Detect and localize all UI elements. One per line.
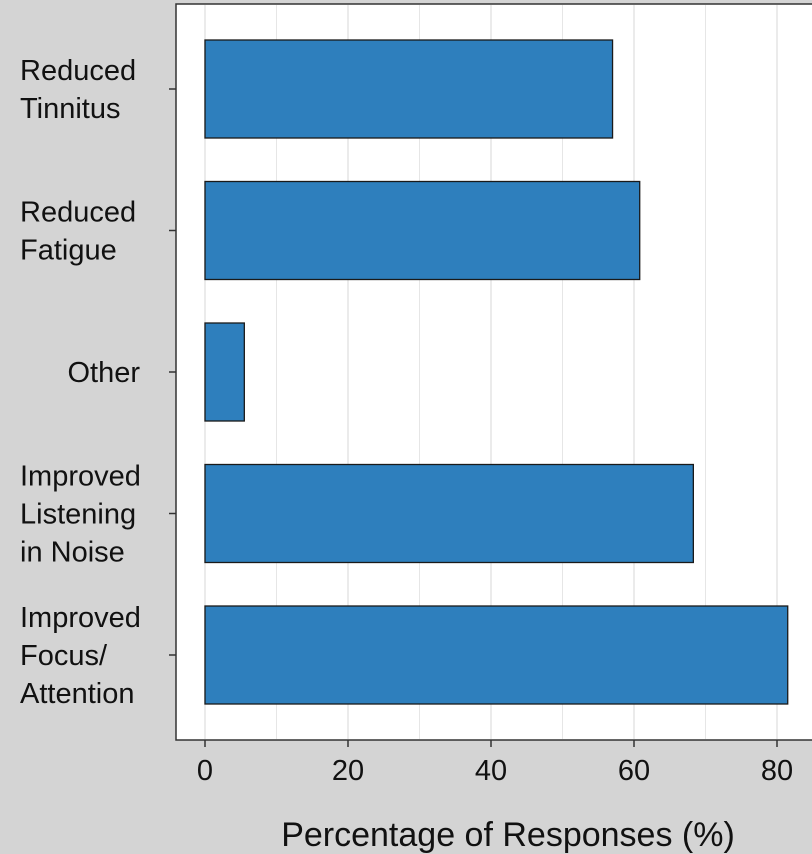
x-tick-label: 60 <box>618 755 650 787</box>
bar <box>204 180 641 281</box>
x-tick-label: 40 <box>475 755 507 787</box>
category-label-line: Other <box>67 357 140 389</box>
category-label-line: Focus/ <box>20 640 108 672</box>
category-label: Reduced Fatigue <box>20 197 136 267</box>
x-axis-title: Percentage of Responses (%) <box>281 816 735 854</box>
category-label-line: Improved <box>20 602 141 634</box>
y-axis-ticks: Reduced Tinnitus Reduced Fatigue Other Improv… <box>20 55 176 710</box>
bar <box>204 39 614 139</box>
x-tick-label: 0 <box>197 755 213 787</box>
category-label: Improved Listening in Noise <box>20 461 141 569</box>
x-axis-ticks: 0 20 40 60 80 <box>197 740 793 787</box>
category-label-line: Tinnitus <box>20 93 120 125</box>
category-label-line: Improved <box>20 461 141 493</box>
category-label-line: Fatigue <box>20 235 117 267</box>
category-label-line: Reduced <box>20 55 136 87</box>
category-label: Other <box>67 357 140 389</box>
bar <box>204 605 789 705</box>
category-label-line: Attention <box>20 678 134 710</box>
bar <box>204 463 694 564</box>
category-label: Improved Focus/Attention <box>20 602 141 710</box>
x-tick-label: 20 <box>332 755 364 787</box>
bars <box>204 39 789 705</box>
category-label-line: Listening <box>20 499 136 531</box>
x-tick-label: 80 <box>761 755 793 787</box>
category-label: Reduced Tinnitus <box>20 55 136 125</box>
category-label-line: Reduced <box>20 197 136 229</box>
category-label-line: in Noise <box>20 537 125 569</box>
bar <box>204 322 245 422</box>
